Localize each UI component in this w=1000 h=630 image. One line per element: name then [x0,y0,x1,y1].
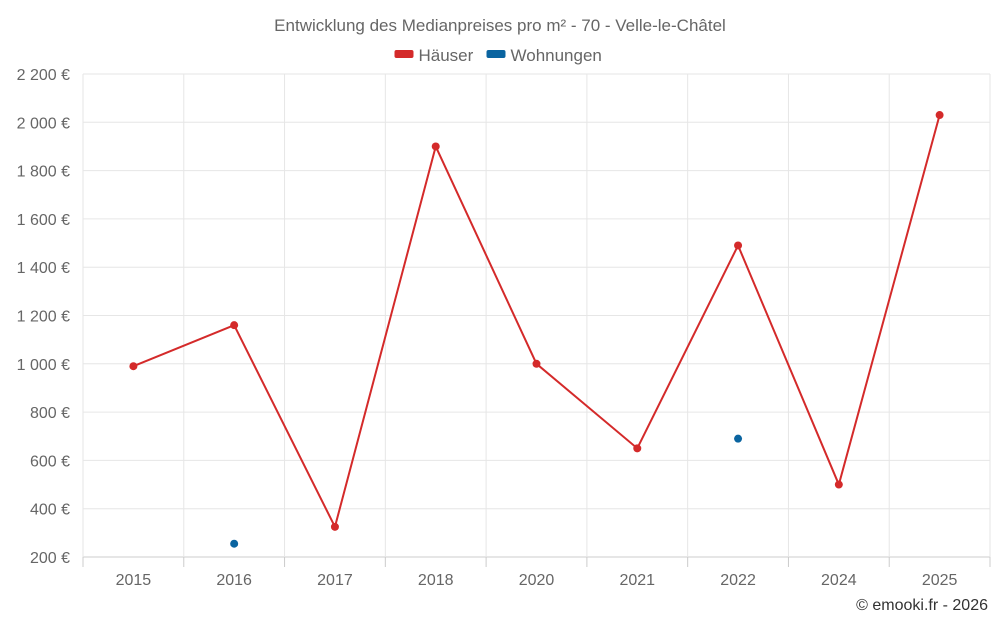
legend-swatch [486,50,506,58]
data-point[interactable] [129,362,138,371]
y-tick-label: 600 € [30,453,70,470]
legend-swatch [394,50,414,58]
legend-label: Häuser [419,46,474,65]
x-tick-label: 2015 [116,572,152,589]
series-line-segment [837,114,941,486]
series-0 [129,111,944,531]
credit-text: © emooki.fr - 2026 [856,597,988,614]
data-point[interactable] [230,321,239,330]
x-tick-label: 2020 [519,572,555,589]
chart-title: Entwicklung des Medianpreises pro m² - 7… [274,16,726,35]
data-point[interactable] [230,539,239,548]
series-line-segment [737,244,840,486]
y-tick-label: 1 800 € [17,164,70,181]
x-tick-label: 2021 [619,572,655,589]
y-tick-label: 200 € [30,550,70,567]
data-point[interactable] [431,142,440,151]
x-tick-label: 2022 [720,572,756,589]
series-layer [129,111,944,548]
series-line-segment [233,324,336,528]
series-line-segment [535,362,639,450]
series-1 [230,434,743,548]
y-tick-label: 2 200 € [17,67,70,84]
series-line-segment [132,324,236,368]
data-point[interactable] [330,522,339,531]
x-tick-label: 2016 [216,572,252,589]
y-tick-label: 1 600 € [17,212,70,229]
data-point[interactable] [935,111,944,120]
grid [82,73,991,567]
y-tick-label: 1 400 € [17,260,70,277]
x-tick-label: 2018 [418,572,454,589]
y-tick-label: 1 000 € [17,357,70,374]
y-tick-label: 1 200 € [17,309,70,326]
y-tick-label: 400 € [30,502,70,519]
y-axis: 200 € 400 € 600 € 800 € 1 000 € 1 200 € 1 400 … [17,67,70,567]
data-point[interactable] [734,241,743,250]
legend-item[interactable]: Häuser [394,46,474,65]
x-tick-label: 2025 [922,572,958,589]
legend-item[interactable]: Wohnungen [486,46,602,65]
y-tick-label: 2 000 € [17,115,70,132]
x-axis: 2015 2016 2017 2018 2020 2021 2022 2024 2025 [116,572,958,589]
x-tick-label: 2017 [317,572,353,589]
legend: Häuser Wohnungen [394,46,602,65]
series-line-segment [636,244,740,450]
series-line-segment [434,145,538,365]
data-point[interactable] [633,444,642,453]
x-tick-label: 2024 [821,572,857,589]
legend-label: Wohnungen [511,46,602,65]
y-tick-label: 800 € [30,405,70,422]
data-point[interactable] [532,359,541,368]
data-point[interactable] [834,480,843,489]
series-line-segment [333,145,437,528]
data-point[interactable] [734,434,743,443]
